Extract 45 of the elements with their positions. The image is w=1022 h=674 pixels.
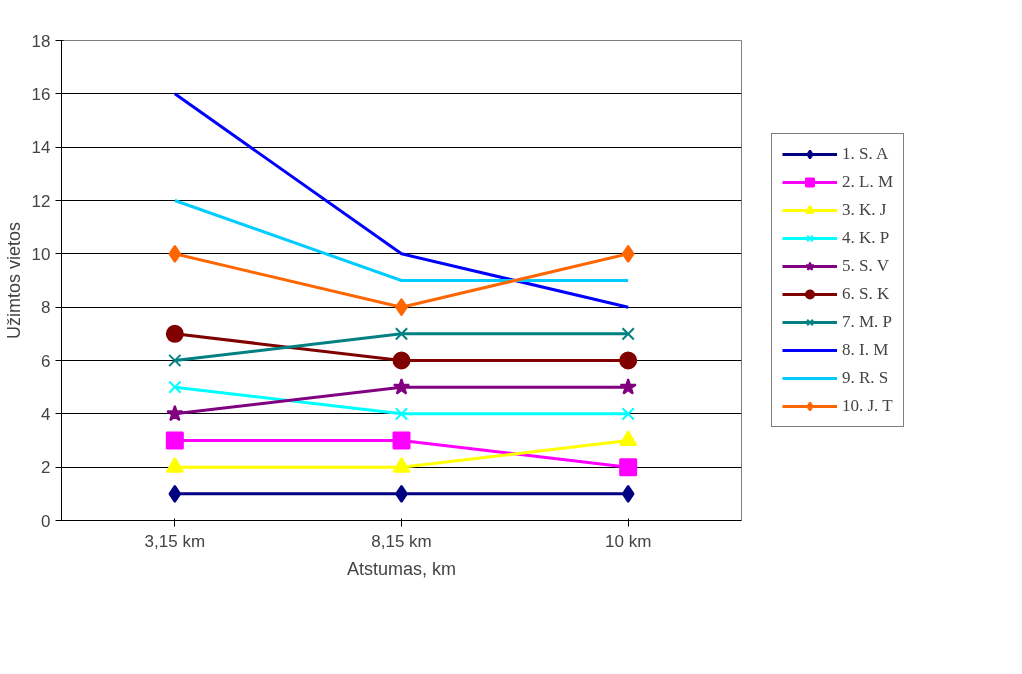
- point: [165, 431, 184, 450]
- point: [166, 404, 184, 422]
- legend-label: 1. S. A: [842, 144, 889, 164]
- point: [168, 244, 182, 263]
- y-tick-label: 14: [31, 138, 51, 158]
- x-tick-label: 3,15 km: [144, 531, 206, 551]
- y-tick-label: 8: [41, 298, 51, 318]
- y-tick-label: 4: [41, 404, 51, 424]
- legend-label: 8. I. M: [842, 340, 889, 360]
- point: [394, 327, 409, 341]
- point: [168, 380, 182, 394]
- point: [621, 244, 635, 263]
- point: [619, 351, 638, 370]
- x-tick-label: 8,15 km: [371, 531, 432, 551]
- point: [394, 407, 409, 421]
- point: [621, 327, 635, 341]
- point: [619, 430, 638, 447]
- point: [165, 324, 184, 343]
- point: [392, 431, 411, 450]
- point: [168, 484, 182, 503]
- y-tick-label: 0: [41, 511, 51, 531]
- point: [619, 458, 638, 477]
- legend-label: 7. M. P: [842, 312, 893, 332]
- y-tick-label: 18: [31, 31, 51, 51]
- legend-label: 2. L. M: [842, 172, 893, 192]
- x-tick-label: 10 km: [605, 531, 652, 551]
- y-tick-label: 12: [31, 191, 51, 211]
- y-tick-label: 6: [41, 351, 51, 371]
- point: [168, 353, 182, 368]
- y-tick-label: 10: [31, 244, 51, 264]
- legend-label: 9. R. S: [842, 368, 889, 388]
- point: [621, 484, 635, 503]
- legend-label: 5. S. V: [842, 256, 889, 276]
- point: [619, 378, 637, 395]
- y-tick-label: 2: [41, 458, 51, 478]
- legend-label: 10. J. T: [842, 396, 893, 416]
- legend-label: 6. S. K: [842, 284, 890, 304]
- y-axis-title: Užimtos vietos: [3, 221, 24, 340]
- point: [621, 407, 635, 421]
- point: [392, 378, 411, 395]
- y-tick-label: 16: [31, 84, 51, 104]
- legend-label: 3. K. J: [842, 200, 887, 220]
- legend-label: 4. K. P: [842, 228, 890, 248]
- x-axis-title: Atstumas, km: [346, 558, 457, 579]
- point: [392, 351, 411, 370]
